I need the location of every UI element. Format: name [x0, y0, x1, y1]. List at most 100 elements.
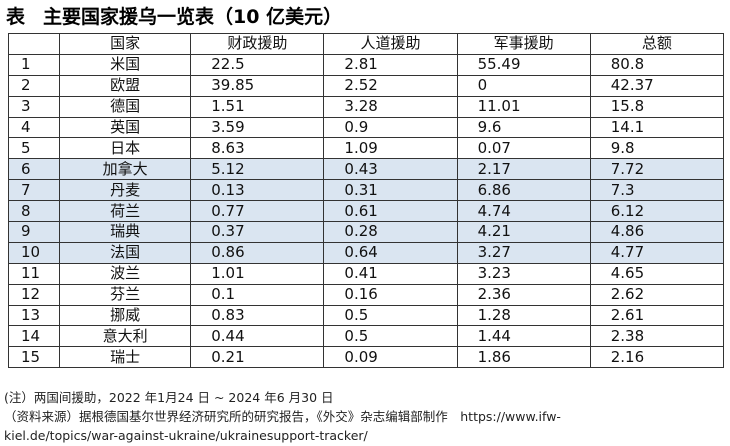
military-aid-cell: 2.36 [456, 283, 591, 306]
humanitarian-aid-cell: 0.41 [323, 262, 458, 285]
country-cell: 日本 [59, 137, 192, 160]
title-label: 表 [6, 6, 26, 28]
table-row: 3 德国 1.51 3.28 11.01 15.8 [7, 95, 725, 118]
military-aid-cell: 2.17 [456, 158, 591, 181]
table-row: 7 丹麦 0.13 0.31 6.86 7.3 [7, 179, 725, 202]
financial-aid-cell: 0.77 [190, 200, 325, 223]
total-aid-cell: 4.77 [589, 241, 725, 264]
note-line: (注）两国间援助，2022 年1月24 日 ~ 2024 年6 月30 日 [4, 390, 334, 405]
country-cell: 芬兰 [59, 283, 192, 306]
country-cell: 欧盟 [59, 74, 192, 97]
country-cell: 英国 [59, 116, 192, 139]
header-humanitarian: 人道援助 [323, 33, 458, 55]
row-index: 10 [7, 241, 61, 264]
humanitarian-aid-cell: 0.64 [323, 241, 458, 264]
military-aid-cell: 4.21 [456, 221, 591, 243]
table-row: 2 欧盟 39.85 2.52 0 42.37 [7, 74, 725, 97]
humanitarian-aid-cell: 0.43 [323, 158, 458, 181]
country-cell: 米国 [59, 53, 192, 76]
country-cell: 波兰 [59, 262, 192, 285]
military-aid-cell: 3.27 [456, 241, 591, 264]
country-cell: 瑞典 [59, 221, 192, 243]
financial-aid-cell: 3.59 [190, 116, 325, 139]
source-line-1: （资料来源）据根德国基尔世界经济研究所的研究报告，《外交》杂志编辑部制作 htt… [4, 409, 561, 424]
total-aid-cell: 4.86 [589, 221, 725, 243]
title-text: 主要国家援乌一览表（10 亿美元） [43, 6, 343, 28]
total-aid-cell: 7.72 [589, 158, 725, 181]
financial-aid-cell: 0.1 [190, 283, 325, 306]
aid-table: 国家 财政援助 人道援助 军事援助 总额 1 米国 22.5 2.81 55.49 80.… [7, 33, 725, 369]
total-aid-cell: 6.12 [589, 200, 725, 223]
total-aid-cell: 2.61 [589, 304, 725, 327]
row-index: 15 [7, 346, 61, 369]
total-aid-cell: 2.16 [589, 346, 725, 369]
humanitarian-aid-cell: 0.31 [323, 179, 458, 202]
total-aid-cell: 80.8 [589, 53, 725, 76]
total-aid-cell: 15.8 [589, 95, 725, 118]
row-index: 1 [7, 53, 61, 76]
humanitarian-aid-cell: 0.28 [323, 221, 458, 243]
humanitarian-aid-cell: 0.61 [323, 200, 458, 223]
country-cell: 加拿大 [59, 158, 192, 181]
table-header-row: 国家 财政援助 人道援助 军事援助 总额 [7, 33, 725, 55]
military-aid-cell: 9.6 [456, 116, 591, 139]
military-aid-cell: 0 [456, 74, 591, 97]
row-index: 12 [7, 283, 61, 306]
table-row: 14 意大利 0.44 0.5 1.44 2.38 [7, 325, 725, 348]
row-index: 7 [7, 179, 61, 202]
humanitarian-aid-cell: 0.5 [323, 325, 458, 348]
total-aid-cell: 2.62 [589, 283, 725, 306]
financial-aid-cell: 0.83 [190, 304, 325, 327]
table-row: 11 波兰 1.01 0.41 3.23 4.65 [7, 262, 725, 285]
row-index: 3 [7, 95, 61, 118]
country-cell: 丹麦 [59, 179, 192, 202]
row-index: 13 [7, 304, 61, 327]
row-index: 9 [7, 221, 61, 243]
country-cell: 法国 [59, 241, 192, 264]
header-index [7, 33, 61, 55]
table-row: 6 加拿大 5.12 0.43 2.17 7.72 [7, 158, 725, 181]
page-title: 表主要国家援乌一览表（10 亿美元） [6, 2, 342, 32]
table-row: 12 芬兰 0.1 0.16 2.36 2.62 [7, 283, 725, 306]
financial-aid-cell: 39.85 [190, 74, 325, 97]
military-aid-cell: 55.49 [456, 53, 591, 76]
country-cell: 意大利 [59, 325, 192, 348]
table-row: 8 荷兰 0.77 0.61 4.74 6.12 [7, 200, 725, 223]
table-row: 5 日本 8.63 1.09 0.07 9.8 [7, 137, 725, 160]
financial-aid-cell: 1.01 [190, 262, 325, 285]
header-military: 军事援助 [456, 33, 591, 55]
financial-aid-cell: 0.13 [190, 179, 325, 202]
total-aid-cell: 42.37 [589, 74, 725, 97]
row-index: 14 [7, 325, 61, 348]
total-aid-cell: 14.1 [589, 116, 725, 139]
header-total: 总额 [589, 33, 725, 55]
military-aid-cell: 6.86 [456, 179, 591, 202]
humanitarian-aid-cell: 3.28 [323, 95, 458, 118]
military-aid-cell: 3.23 [456, 262, 591, 285]
military-aid-cell: 11.01 [456, 95, 591, 118]
military-aid-cell: 4.74 [456, 200, 591, 223]
table-row: 10 法国 0.86 0.64 3.27 4.77 [7, 241, 725, 264]
source-line-2: kiel.de/topics/war-against-ukraine/ukrai… [4, 428, 368, 443]
country-cell: 瑞士 [59, 346, 192, 369]
military-aid-cell: 1.44 [456, 325, 591, 348]
header-financial: 财政援助 [190, 33, 325, 55]
financial-aid-cell: 0.21 [190, 346, 325, 369]
table-row: 13 挪威 0.83 0.5 1.28 2.61 [7, 304, 725, 327]
total-aid-cell: 9.8 [589, 137, 725, 160]
table-row: 15 瑞士 0.21 0.09 1.86 2.16 [7, 346, 725, 369]
financial-aid-cell: 5.12 [190, 158, 325, 181]
financial-aid-cell: 0.44 [190, 325, 325, 348]
row-index: 8 [7, 200, 61, 223]
military-aid-cell: 0.07 [456, 137, 591, 160]
financial-aid-cell: 0.37 [190, 221, 325, 243]
military-aid-cell: 1.28 [456, 304, 591, 327]
humanitarian-aid-cell: 0.09 [323, 346, 458, 369]
table-body: 1 米国 22.5 2.81 55.49 80.8 2 欧盟 39.85 2.52 0 42.37 3 德… [7, 53, 725, 369]
total-aid-cell: 2.38 [589, 325, 725, 348]
row-index: 6 [7, 158, 61, 181]
table-row: 1 米国 22.5 2.81 55.49 80.8 [7, 53, 725, 76]
row-index: 11 [7, 262, 61, 285]
financial-aid-cell: 8.63 [190, 137, 325, 160]
table-row: 9 瑞典 0.37 0.28 4.21 4.86 [7, 221, 725, 243]
